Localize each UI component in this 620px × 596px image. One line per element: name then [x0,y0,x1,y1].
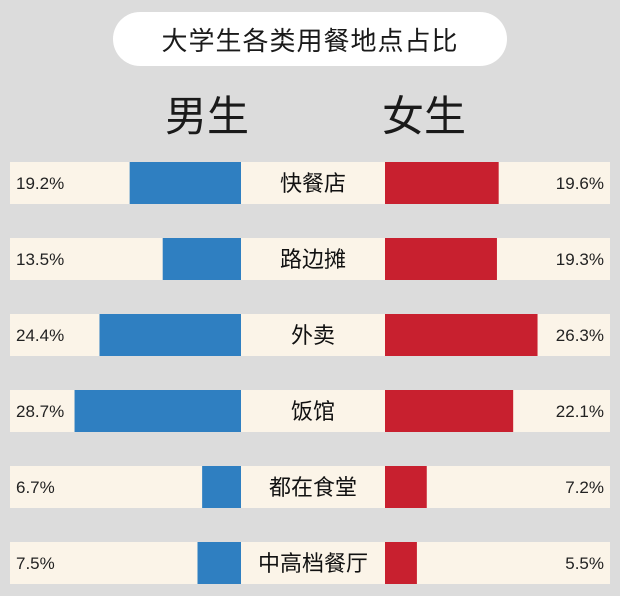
category-label: 外卖 [291,324,335,349]
female-value-label: 19.3% [556,250,604,269]
male-value-label: 7.5% [16,554,55,573]
female-bar [385,390,514,432]
male-value-label: 24.4% [16,326,64,345]
male-bar [202,466,241,508]
category-label: 路边摊 [280,248,346,273]
male-value-label: 19.2% [16,174,64,193]
category-label: 饭馆 [291,400,335,425]
row-background [10,162,610,204]
female-bar [385,238,497,280]
male-bar [162,238,241,280]
category-label: 快餐店 [280,172,346,197]
male-value-label: 28.7% [16,402,64,421]
male-value-label: 13.5% [16,250,64,269]
male-bar [99,314,241,356]
male-bar [197,542,241,584]
female-bar [385,542,417,584]
row-background [10,466,610,508]
female-value-label: 19.6% [556,174,604,193]
female-value-label: 22.1% [556,402,604,421]
female-bar [385,466,427,508]
category-label: 都在食堂 [269,476,357,501]
row-background [10,542,610,584]
chart-title: 大学生各类用餐地点占比 [113,12,507,66]
row-background [10,238,610,280]
legend-male: 男生 [165,92,250,141]
female-bar [385,314,538,356]
male-value-label: 6.7% [16,478,55,497]
legend-female: 女生 [382,92,467,141]
female-value-label: 5.5% [565,554,604,573]
female-value-label: 26.3% [556,326,604,345]
male-bar [129,162,241,204]
female-bar [385,162,499,204]
male-bar [74,390,241,432]
female-value-label: 7.2% [565,478,604,497]
category-label: 中高档餐厅 [258,552,368,577]
